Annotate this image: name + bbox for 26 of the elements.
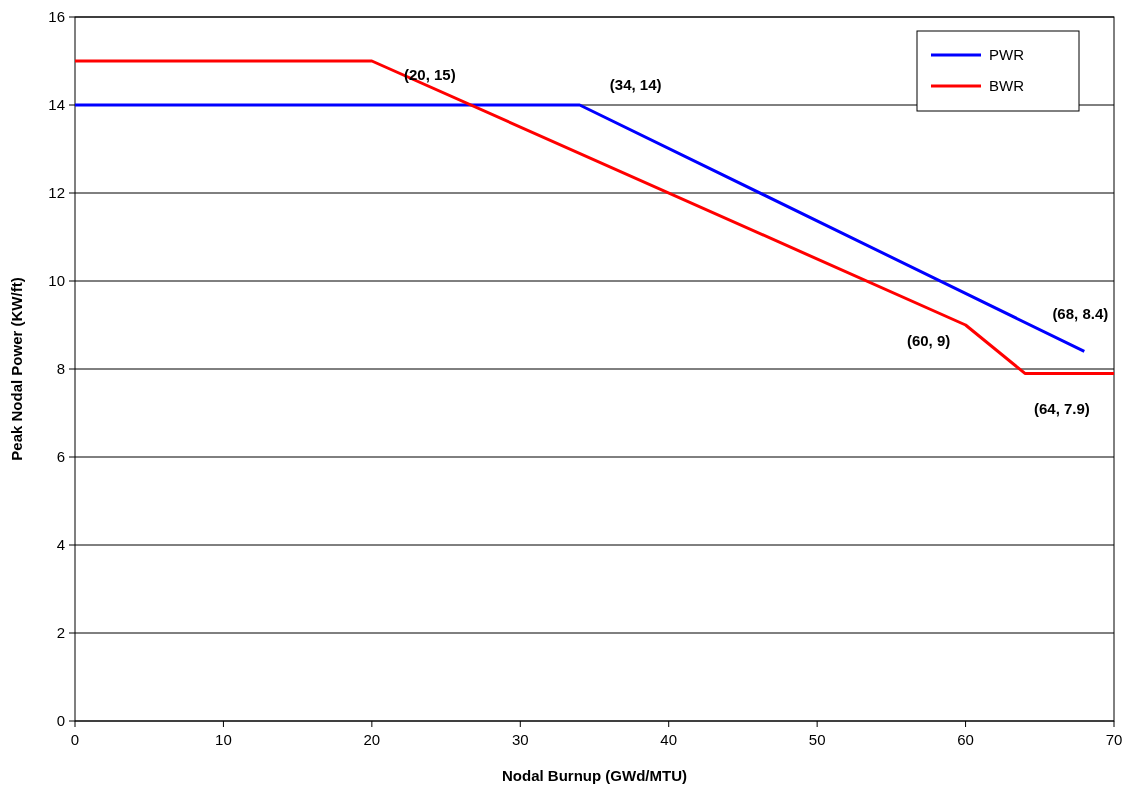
y-tick-label: 0 [56,712,65,730]
y-tick-label: 8 [56,360,65,378]
x-tick-label: 10 [215,731,232,748]
annotation: (60, 9) [906,332,951,350]
x-tick-label: 50 [808,731,826,748]
y-tick-label: 6 [56,448,65,466]
annotation: (20, 15) [404,66,456,84]
y-axis-title: Peak Nodal Power (KW/ft) [8,277,25,461]
x-tick-label: 30 [511,731,529,748]
x-tick-label: 20 [363,731,381,748]
y-tick-label: 4 [56,536,65,554]
legend-label: PWR [989,46,1025,64]
x-tick-label: 40 [660,731,678,748]
annotation: (64, 7.9) [1034,399,1090,417]
x-axis-title: Nodal Burnup (GWd/MTU) [502,767,687,784]
x-tick-label: 60 [957,731,974,748]
y-tick-label: 16 [48,8,65,26]
y-tick-label: 2 [56,624,65,642]
legend-label: BWR [989,77,1025,95]
annotation: (34, 14) [609,76,662,94]
annotation: (68, 8.4) [1052,304,1109,322]
y-tick-label: 10 [48,272,65,290]
x-tick-label: 0 [70,731,80,748]
y-tick-label: 12 [48,184,65,202]
y-tick-label: 14 [48,96,65,114]
x-tick-label: 70 [1105,731,1123,748]
